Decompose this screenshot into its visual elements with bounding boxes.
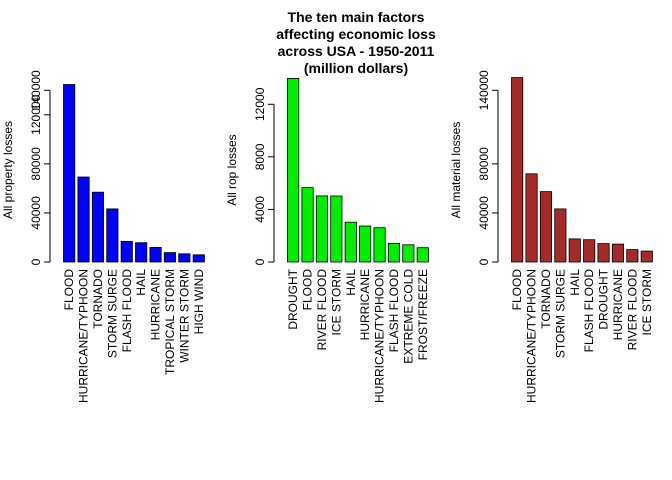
category-label: FLASH FLOOD — [387, 269, 401, 353]
category-label: FLOOD — [301, 269, 315, 311]
category-label: DROUGHT — [286, 268, 300, 329]
category-label: EXTREME COLD — [401, 269, 415, 364]
category-label: HURRICANE — [149, 269, 163, 340]
y-tick-label: 8000 — [253, 143, 267, 170]
y-axis-label: All rop losses — [225, 134, 239, 205]
category-label: STORM SURGE — [553, 269, 567, 358]
bar — [525, 173, 538, 263]
category-label: FROST/FREEZE — [416, 269, 430, 360]
category-label: RIVER FLOOD — [625, 269, 639, 351]
bar — [135, 242, 148, 263]
bar — [583, 239, 596, 263]
category-label: FLOOD — [510, 269, 524, 311]
y-axis-label: All property losses — [1, 121, 15, 219]
category-label: ICE STORM — [640, 269, 654, 335]
category-label: FLASH FLOOD — [120, 269, 134, 353]
category-label: HIGH WIND — [192, 269, 206, 335]
bar — [640, 250, 653, 263]
bar — [611, 243, 624, 263]
y-tick-label: 40000 — [477, 196, 491, 230]
y-tick-label: 80000 — [477, 147, 491, 181]
title-line-2: affecting economic loss — [276, 26, 436, 42]
category-label: FLASH FLOOD — [582, 269, 596, 353]
bar — [106, 208, 119, 263]
y-tick-label: 0 — [477, 258, 491, 265]
bar — [387, 242, 400, 263]
bar — [568, 238, 581, 263]
bar — [626, 249, 639, 263]
y-tick-label: 40000 — [29, 196, 43, 230]
material-losses-panel: FLOOD HURRICANE/TYPHOON TORNADO STORM SURGE… — [449, 70, 654, 403]
category-label: HAIL — [344, 269, 358, 296]
category-label: HURRICANE/TYPHOON — [373, 269, 387, 403]
y-tick-label: 120000 — [29, 94, 43, 134]
bar — [416, 247, 429, 263]
category-label: TORNADO — [539, 269, 553, 329]
bar — [77, 176, 90, 263]
y-tick-label: 4000 — [253, 196, 267, 223]
y-tick-label: 140000 — [29, 70, 43, 110]
bar — [402, 244, 415, 263]
y-axis-label: All material losses — [449, 122, 463, 219]
bar — [120, 240, 133, 263]
bar — [539, 191, 552, 263]
bar — [287, 78, 300, 263]
bar — [373, 227, 386, 263]
category-label: HURRICANE/TYPHOON — [525, 269, 539, 403]
title-line-1: The ten main factors — [288, 9, 425, 25]
category-label: STORM SURGE — [105, 269, 119, 358]
title-line-4: (million dollars) — [304, 60, 408, 76]
crop-losses-panel: DROUGHT FLOOD RIVER FLOOD ICE STORM HAIL HURR… — [225, 78, 430, 403]
bar — [511, 77, 524, 263]
category-label: HAIL — [134, 269, 148, 296]
bar — [315, 195, 328, 263]
title-line-3: across USA - 1950-2011 — [278, 43, 435, 59]
category-label: HURRICANE — [611, 269, 625, 340]
bar — [301, 187, 314, 263]
category-label: WINTER STORM — [177, 269, 191, 363]
bar — [330, 195, 343, 263]
y-tick-label: 80000 — [29, 147, 43, 181]
category-label: HURRICANE — [358, 269, 372, 340]
bar — [63, 84, 76, 263]
y-tick-label: 0 — [253, 258, 267, 265]
y-tick-label: 0 — [29, 258, 43, 265]
bar — [192, 254, 205, 263]
bar — [163, 252, 177, 263]
category-label: HURRICANE/TYPHOON — [77, 269, 91, 403]
y-tick-label: 140000 — [477, 70, 491, 110]
category-label: DROUGHT — [597, 268, 611, 329]
category-label: HAIL — [568, 269, 582, 296]
bar — [178, 253, 191, 263]
category-label: RIVER FLOOD — [315, 269, 329, 351]
bar — [597, 243, 610, 263]
property-losses-panel: FLOOD HURRICANE/TYPHOON TORNADO STORM SURGE… — [1, 70, 206, 403]
y-tick-label: 12000 — [253, 87, 267, 121]
category-label: TROPICAL STORM — [163, 269, 177, 375]
bar — [149, 246, 162, 263]
bar — [554, 208, 567, 263]
bar — [91, 191, 105, 263]
category-label: ICE STORM — [329, 269, 343, 335]
bar — [344, 221, 357, 263]
bar — [359, 225, 372, 263]
category-label: TORNADO — [91, 269, 105, 329]
chart-title: The ten main factors affecting economic … — [276, 9, 436, 76]
category-label: FLOOD — [62, 269, 76, 311]
